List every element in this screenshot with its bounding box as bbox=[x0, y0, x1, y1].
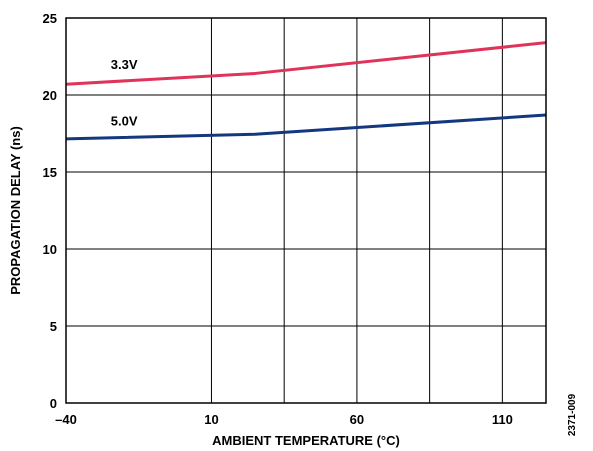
series-label: 3.3V bbox=[111, 57, 138, 72]
series-labels: 3.3V 5.0V bbox=[111, 57, 138, 129]
y-tick-label: 10 bbox=[43, 242, 57, 257]
x-tick-label: 10 bbox=[204, 412, 218, 427]
x-tick-label: 60 bbox=[350, 412, 364, 427]
grid-lines bbox=[66, 18, 546, 403]
y-tick-label: 25 bbox=[43, 11, 57, 26]
x-axis-label: AMBIENT TEMPERATURE (°C) bbox=[212, 433, 400, 448]
x-tick-labels: –40 10 60 110 bbox=[55, 412, 513, 427]
x-tick-label: 110 bbox=[492, 412, 513, 427]
y-tick-label: 15 bbox=[43, 165, 57, 180]
y-tick-label: 0 bbox=[50, 396, 57, 411]
plot-frame bbox=[65, 17, 547, 404]
y-axis-label: PROPAGATION DELAY (ns) bbox=[8, 126, 23, 295]
y-tick-labels: 0 5 10 15 20 25 bbox=[43, 11, 57, 411]
series-line-5-0V bbox=[65, 113, 547, 141]
y-tick-label: 20 bbox=[43, 88, 57, 103]
figure-id: 2371-009 bbox=[567, 393, 578, 436]
series-label: 5.0V bbox=[111, 113, 138, 128]
series-lines bbox=[65, 41, 547, 141]
y-tick-label: 5 bbox=[50, 319, 57, 334]
series-line-3-3V bbox=[65, 41, 547, 86]
x-tick-label: –40 bbox=[55, 412, 77, 427]
